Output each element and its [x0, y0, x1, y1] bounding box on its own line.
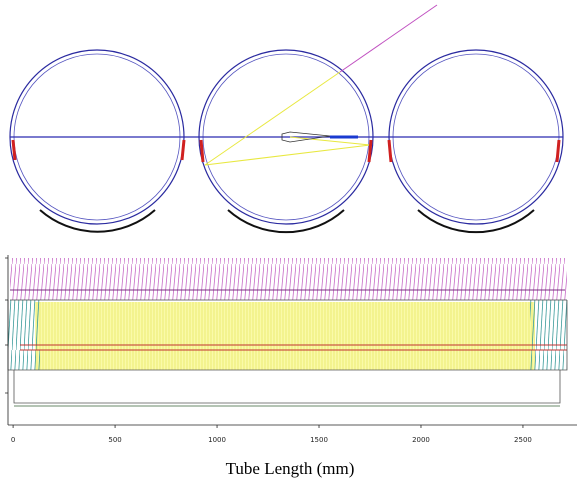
x-tick-label: 500: [108, 436, 121, 444]
x-tick-label: 1500: [310, 436, 328, 444]
x-tick-label: 2500: [514, 436, 532, 444]
tube-view: [5, 255, 577, 426]
x-tick-label: 0: [11, 436, 15, 444]
x-tick-label: 1000: [208, 436, 226, 444]
x-axis-label: Tube Length (mm): [226, 459, 355, 478]
x-tick-label: 2000: [412, 436, 430, 444]
cross-sections: [9, 4, 564, 234]
